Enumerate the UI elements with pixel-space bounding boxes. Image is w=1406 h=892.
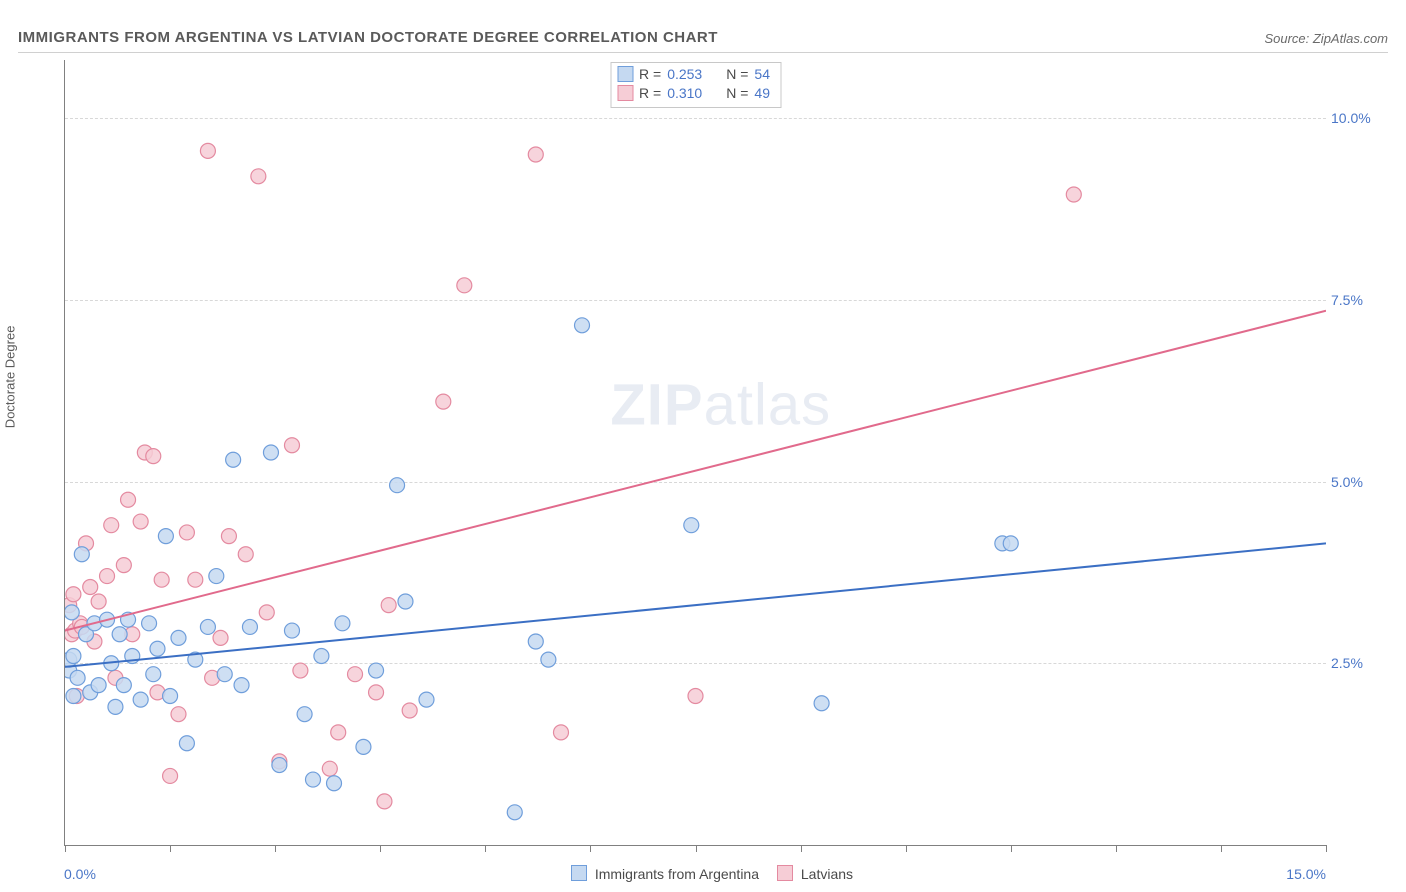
x-tick bbox=[65, 845, 66, 852]
plot-wrap: Doctorate Degree ZIPatlas R =0.253N =54R… bbox=[18, 56, 1388, 888]
x-tick bbox=[275, 845, 276, 852]
r-label: R = bbox=[639, 65, 661, 84]
legend-swatch bbox=[777, 865, 793, 881]
r-value: 0.253 bbox=[667, 65, 702, 84]
series-legend: Immigrants from Argentina Latvians bbox=[18, 865, 1388, 882]
x-tick bbox=[170, 845, 171, 852]
chart-title: IMMIGRANTS FROM ARGENTINA VS LATVIAN DOC… bbox=[18, 29, 718, 46]
y-tick-label: 10.0% bbox=[1331, 110, 1381, 126]
x-tick bbox=[1116, 845, 1117, 852]
legend-swatch bbox=[617, 66, 633, 82]
stats-legend: R = 0.253 N = 54 R = 0.310 N = 49 bbox=[610, 62, 781, 108]
stats-legend-row: R = 0.310 N = 49 bbox=[617, 84, 770, 103]
r-label: R = bbox=[639, 84, 661, 103]
y-axis-label: Doctorate Degree bbox=[3, 326, 18, 429]
x-tick bbox=[1221, 845, 1222, 852]
r-value: 0.310 bbox=[667, 84, 702, 103]
x-tick bbox=[906, 845, 907, 852]
x-tick bbox=[485, 845, 486, 852]
y-tick-label: 2.5% bbox=[1331, 655, 1381, 671]
x-tick bbox=[801, 845, 802, 852]
x-tick bbox=[590, 845, 591, 852]
scatter-svg bbox=[65, 60, 1326, 845]
legend-series-label: Immigrants from Argentina bbox=[591, 866, 759, 882]
legend-swatch bbox=[617, 85, 633, 101]
legend-series-label: Latvians bbox=[797, 866, 853, 882]
x-tick bbox=[696, 845, 697, 852]
n-value: 49 bbox=[754, 84, 770, 103]
x-tick bbox=[1011, 845, 1012, 852]
source-label: Source: ZipAtlas.com bbox=[1264, 31, 1388, 46]
y-tick-label: 7.5% bbox=[1331, 292, 1381, 308]
legend-swatch bbox=[571, 865, 587, 881]
plot-area: ZIPatlas R =0.253N =54R =0.310N =49 2.5%… bbox=[64, 60, 1326, 846]
n-label: N = bbox=[726, 84, 748, 103]
y-tick-label: 5.0% bbox=[1331, 474, 1381, 490]
n-label: N = bbox=[726, 65, 748, 84]
stats-legend-row: R = 0.253 N = 54 bbox=[617, 65, 770, 84]
x-tick bbox=[1326, 845, 1327, 852]
title-bar: IMMIGRANTS FROM ARGENTINA VS LATVIAN DOC… bbox=[18, 18, 1388, 53]
n-value: 54 bbox=[754, 65, 770, 84]
x-tick bbox=[380, 845, 381, 852]
